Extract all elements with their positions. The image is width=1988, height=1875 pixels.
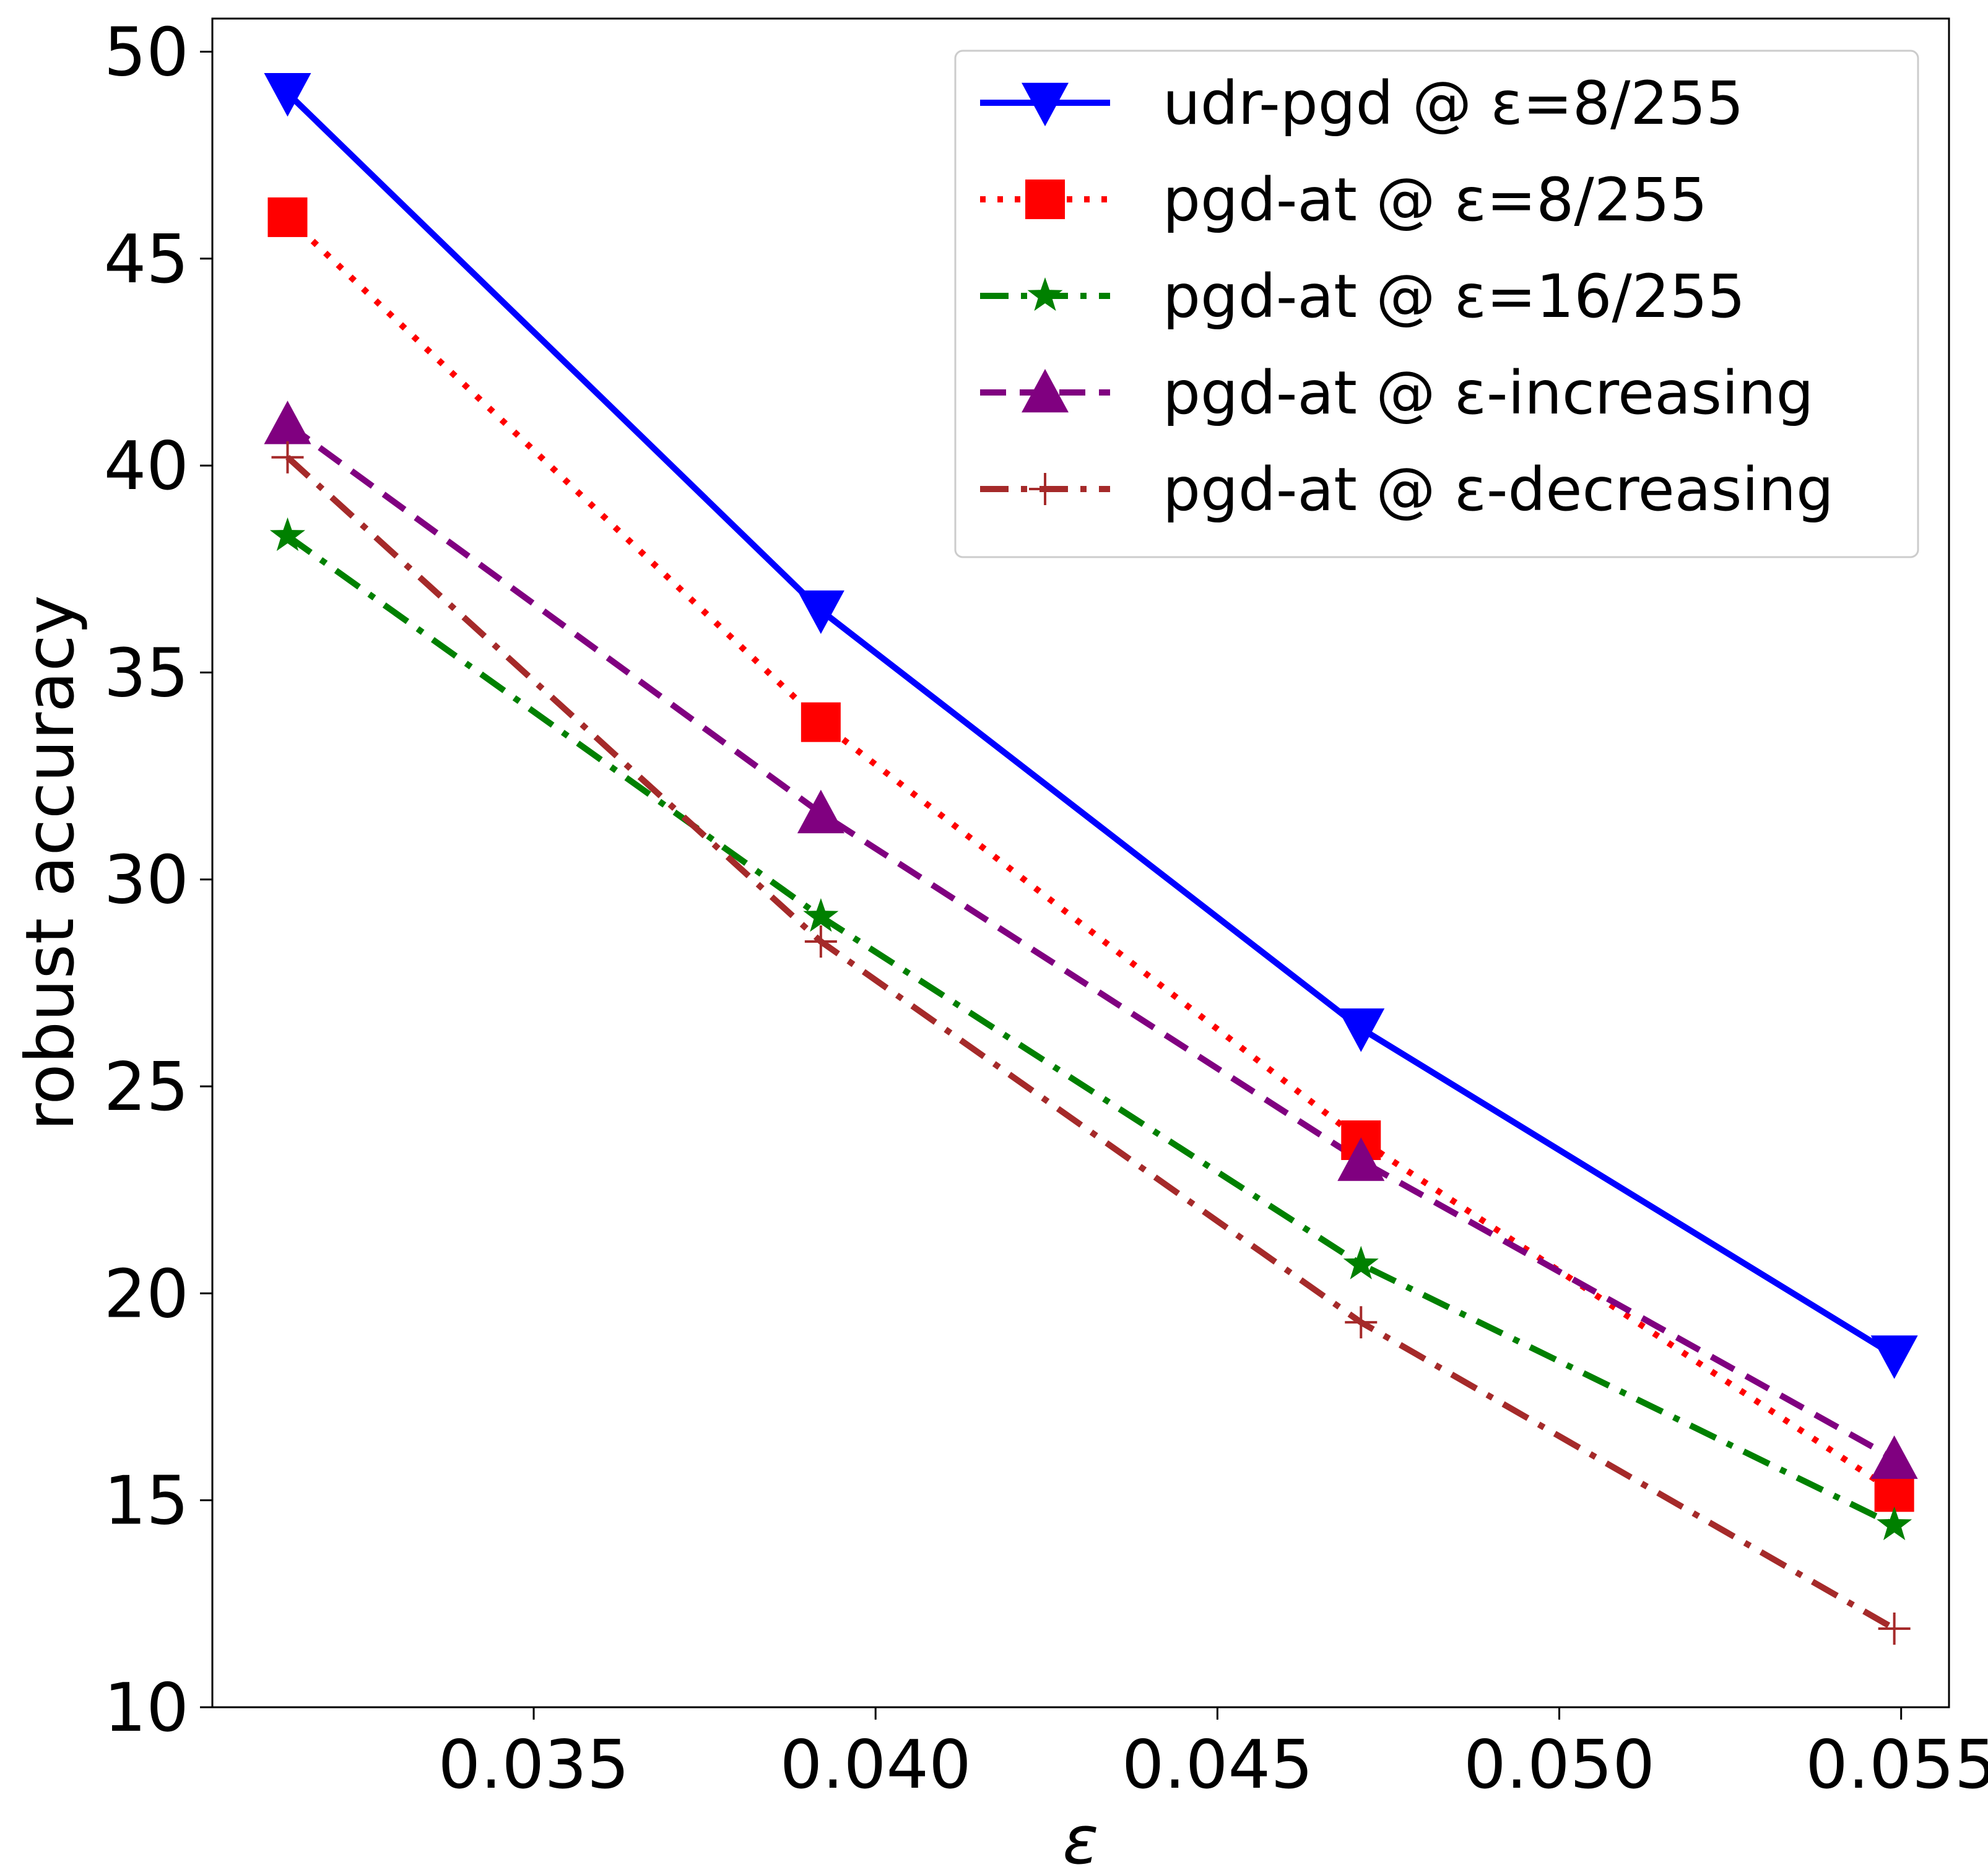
legend-label-3: pgd-at @ ε=16/255 [1163,262,1745,331]
x-tick-label: 0.050 [1464,1726,1655,1804]
x-axis-title: ε [1062,1802,1098,1875]
series-3-point [269,517,305,552]
plot-lines [285,90,1896,1632]
series-line-2 [285,215,1896,1495]
series-5-point [1345,1306,1378,1339]
series-3-point [1343,1245,1379,1280]
plot-frame [211,17,1950,1708]
x-tick-label: 0.045 [1122,1726,1313,1804]
series-line-5 [285,454,1896,1632]
legend-marker-1 [1022,82,1069,126]
legend: udr-pgd @ ε=8/255 pgd-at @ ε=8/255 pgd-at … [954,50,1919,558]
legend-box [954,50,1919,558]
legend-marker-3 [1027,277,1063,311]
y-tick-label: 45 [104,221,189,298]
series-line-1 [285,90,1896,1358]
y-tick-label: 15 [104,1463,189,1540]
series-5-point [271,441,304,474]
series-3-point [1877,1506,1912,1541]
x-tick-label: 0.035 [438,1726,629,1804]
x-axis-ticks: 0.035 0.040 0.045 0.050 0.055 [438,1707,1988,1804]
series-1-point [264,73,311,117]
series-1-point [1870,1335,1918,1379]
series-line-4 [285,422,1896,1462]
y-tick-label: 40 [104,428,189,505]
series-5-point [804,925,837,958]
x-tick-label: 0.040 [780,1726,971,1804]
y-axis-ticks: 10 15 20 25 30 35 40 45 50 [104,14,212,1747]
series-1-point [797,590,844,634]
x-tick-label: 0.055 [1805,1726,1988,1804]
series-line-3 [285,533,1896,1528]
legend-label-5: pgd-at @ ε-decreasing [1163,455,1834,524]
y-tick-label: 20 [104,1255,189,1333]
series-2-point [801,702,841,742]
series-4-point [1337,1137,1385,1181]
legend-marker-2 [1025,180,1065,219]
series-4-point [797,789,844,834]
series-5-point [1878,1612,1911,1645]
y-tick-label: 35 [104,634,189,712]
series-2-point [267,197,308,237]
plot-markers [264,73,1918,1645]
y-tick-label: 10 [104,1669,189,1747]
y-tick-label: 30 [104,842,189,919]
series-3-point [803,898,839,932]
y-tick-label: 25 [104,1049,189,1126]
legend-label-2: pgd-at @ ε=8/255 [1163,165,1708,235]
series-1-point [1337,1008,1385,1052]
series-4-point [264,401,311,444]
series-4-point [1870,1435,1918,1479]
legend-label-4: pgd-at @ ε-increasing [1163,358,1814,428]
y-tick-label: 50 [104,14,189,91]
legend-marker-4 [1022,369,1069,413]
legend-label-1: udr-pgd @ ε=8/255 [1163,69,1744,138]
y-axis-title: robust accuracy [12,595,89,1130]
legend-marker-5 [1029,473,1061,505]
